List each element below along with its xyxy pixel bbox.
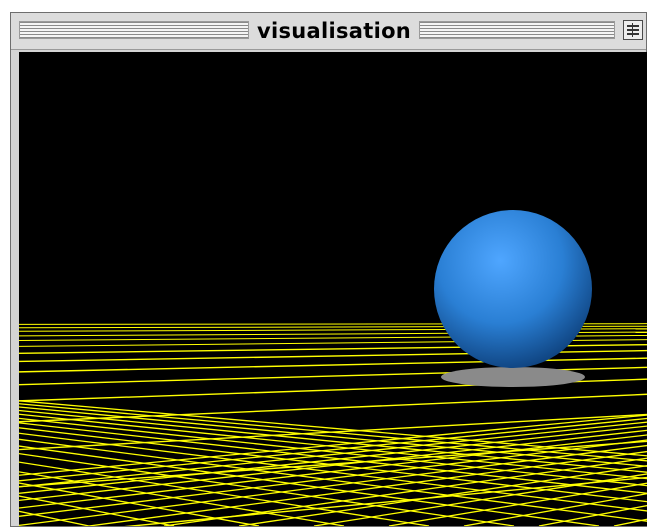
grid-line-diagonal bbox=[19, 452, 515, 526]
grid-line-diagonal bbox=[19, 400, 647, 457]
grid-line-diagonal bbox=[19, 438, 647, 522]
grid-line-diagonal bbox=[19, 414, 647, 476]
grid-line-diagonal bbox=[163, 457, 647, 526]
blue-sphere[interactable] bbox=[434, 210, 592, 368]
grid-line-diagonal bbox=[19, 413, 647, 480]
title-bar[interactable]: visualisation bbox=[11, 13, 646, 50]
title-bar-stripes-left bbox=[19, 21, 249, 39]
grid-line-diagonal bbox=[19, 425, 647, 494]
grid-line-diagonal bbox=[19, 427, 647, 503]
grid-line-diagonal bbox=[19, 403, 647, 462]
grid-line-diagonal bbox=[19, 434, 647, 509]
grid-line-diagonal bbox=[388, 482, 647, 526]
grid-line-diagonal bbox=[19, 417, 647, 487]
shade-icon-bar-bottom bbox=[627, 33, 639, 35]
grid-line-diagonal bbox=[19, 482, 260, 526]
3d-viewport[interactable] bbox=[19, 52, 647, 526]
window-title: visualisation bbox=[256, 19, 412, 43]
grid-line-diagonal bbox=[19, 439, 647, 517]
grid-line-diagonal bbox=[19, 445, 600, 526]
grid-line-diagonal bbox=[19, 461, 430, 526]
shade-icon-divider bbox=[632, 23, 633, 37]
window-shade-button[interactable] bbox=[623, 20, 643, 40]
shade-icon-bar-top bbox=[627, 25, 639, 27]
shade-icon-bar-middle bbox=[627, 29, 639, 31]
scene-canvas[interactable] bbox=[19, 52, 647, 526]
title-bar-stripes-right bbox=[419, 21, 615, 39]
visualisation-window: visualisation bbox=[10, 12, 647, 527]
grid-line-diagonal bbox=[19, 471, 345, 526]
grid-line-horizontal bbox=[124, 476, 647, 526]
grid-line-diagonal bbox=[19, 417, 647, 482]
grid-line-diagonal bbox=[19, 409, 647, 473]
grid-line-diagonal bbox=[19, 421, 647, 488]
grid-line-diagonal bbox=[313, 473, 647, 526]
grid-line-diagonal bbox=[238, 465, 647, 526]
grid-line-diagonal bbox=[19, 406, 647, 467]
sphere-shadow bbox=[441, 367, 585, 387]
grid-line-horizontal bbox=[19, 440, 647, 488]
grid-line-diagonal bbox=[88, 450, 647, 526]
grid-line-diagonal bbox=[19, 429, 647, 502]
grid-line-diagonal bbox=[19, 432, 647, 512]
grid-line-diagonal bbox=[19, 422, 647, 494]
